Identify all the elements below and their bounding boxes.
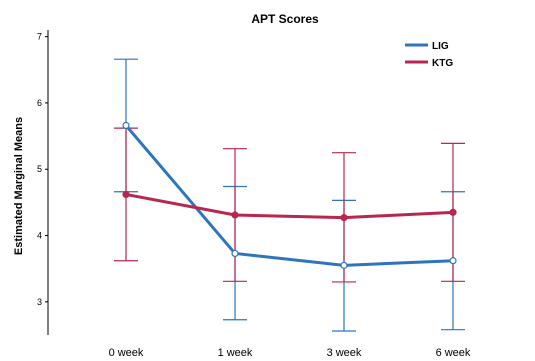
series-line-ktg (125, 192, 454, 220)
y-tick-label: 4 (37, 231, 42, 241)
y-tick-label: 6 (37, 98, 42, 108)
x-ticks: 0 week 1 week 3 week 6 week (109, 347, 471, 359)
y-tick-label: 5 (37, 164, 42, 174)
y-ticks: 3 4 5 6 7 (37, 32, 48, 307)
y-tick-label: 3 (37, 297, 42, 307)
x-tick-label: 1 week (218, 347, 253, 359)
legend-label-lig: LIG (432, 41, 449, 52)
x-tick-label: 0 week (109, 347, 144, 359)
legend: LIG KTG (405, 41, 453, 69)
data-point-lig (340, 261, 348, 269)
data-point-ktg (340, 214, 348, 222)
chart-title: APT Scores (251, 12, 319, 26)
data-point-lig (231, 249, 239, 258)
data-point-ktg (122, 190, 130, 199)
x-tick-label: 6 week (436, 347, 471, 359)
series-line-lig (124, 124, 454, 267)
data-point-ktg (231, 211, 239, 219)
data-point-ktg (449, 208, 457, 216)
data-point-lig (122, 121, 130, 130)
series-group (114, 58, 465, 332)
legend-label-ktg: KTG (432, 58, 453, 69)
y-tick-label: 7 (37, 32, 42, 42)
data-point-lig (449, 257, 457, 265)
x-tick-label: 3 week (327, 347, 362, 359)
y-axis-label: Estimated Marginal Means (13, 117, 25, 255)
